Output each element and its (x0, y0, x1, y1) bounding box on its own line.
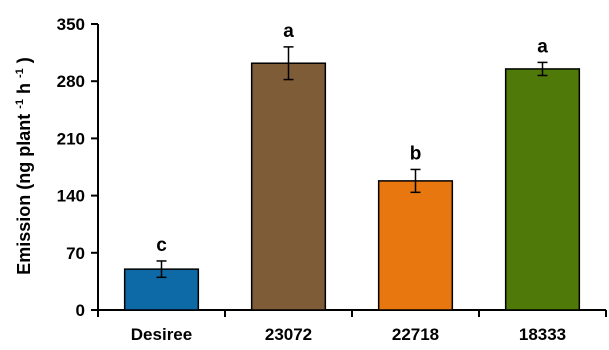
significance-label: a (537, 36, 548, 57)
y-axis-title: Emission (ng plant -1 h -1 ) (7, 57, 34, 275)
bar (377, 180, 454, 311)
y-axis-title-mid: h (14, 83, 34, 94)
bars-group: c Desiree a 23072 b 22718 a 18333 (123, 21, 581, 344)
y-axis-title-end: ) (14, 57, 34, 63)
significance-label: c (156, 235, 167, 256)
x-tick-label: 23072 (265, 325, 312, 344)
x-tick-label: 22718 (392, 325, 439, 344)
y-axis-title-sup-1: -1 (14, 99, 26, 109)
significance-label: a (283, 21, 294, 42)
y-tick-label: 350 (57, 15, 85, 34)
y-tick-label: 70 (66, 244, 85, 263)
y-axis-title-main: Emission (ng plant (14, 114, 34, 275)
y-axis-label: Emission (ng plant -1 h -1 ) (7, 57, 34, 275)
y-tick-label: 280 (57, 72, 85, 91)
x-tick-label: Desiree (131, 325, 192, 344)
y-tick-label: 0 (76, 301, 85, 320)
bar (250, 62, 327, 311)
bar (504, 68, 581, 311)
y-tick-label: 210 (57, 129, 85, 148)
y-tick-label: 140 (57, 187, 85, 206)
x-tick-label: 18333 (519, 325, 566, 344)
significance-label: b (410, 143, 422, 164)
y-axis-title-sup-2: -1 (14, 68, 26, 78)
